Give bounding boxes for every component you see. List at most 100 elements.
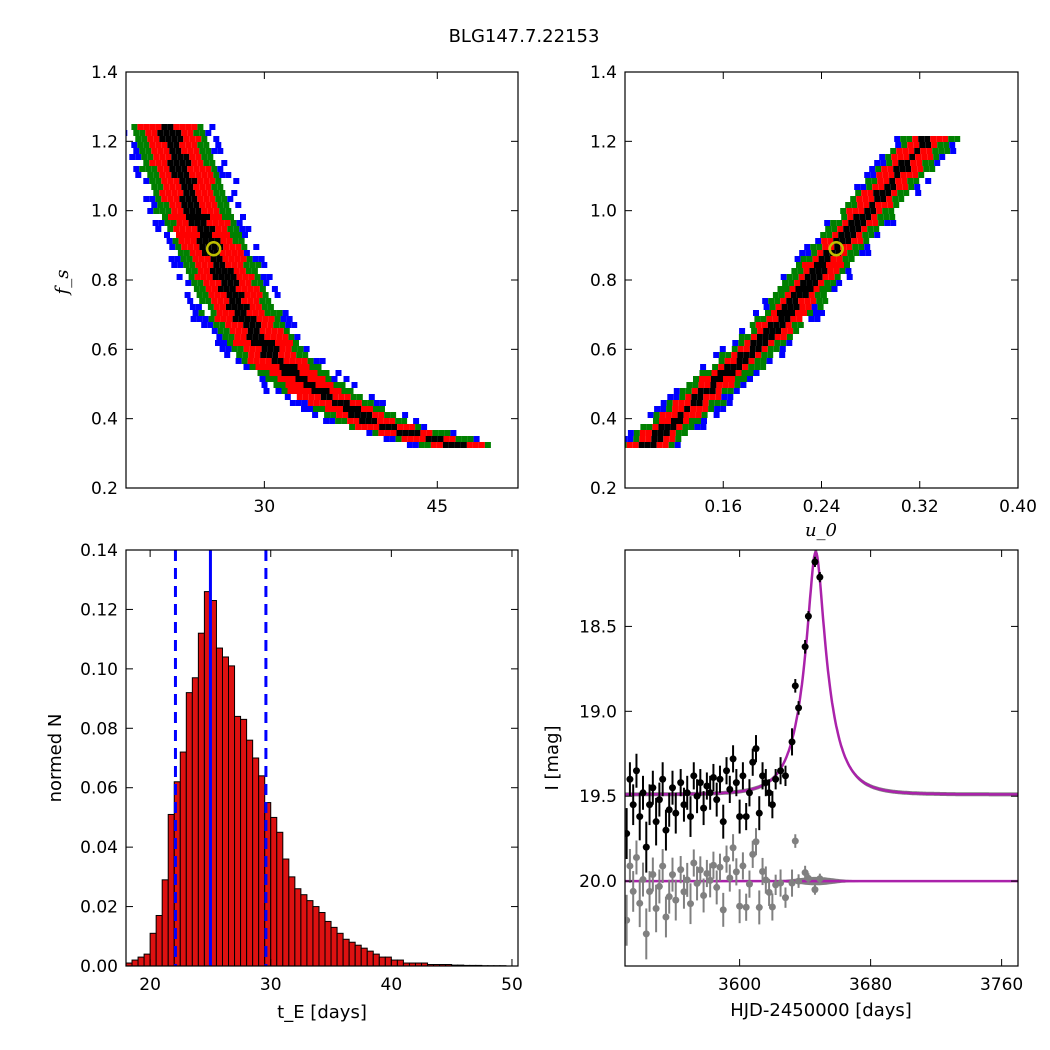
cell-2sigma <box>791 322 798 328</box>
cell-2sigma <box>259 286 266 292</box>
cell-1sigma <box>276 334 283 340</box>
y-tick-label: 19.5 <box>579 787 617 807</box>
cell-3sigma <box>235 202 242 208</box>
cell-best <box>408 430 415 436</box>
cell-best <box>249 322 256 328</box>
y-axis-label: normed N <box>45 714 66 803</box>
cell-2sigma <box>877 214 884 220</box>
cell-3sigma <box>660 400 667 406</box>
cell-1sigma <box>240 256 247 262</box>
histogram-bar <box>155 914 163 967</box>
cell-best <box>781 304 788 310</box>
residual-point <box>719 906 727 914</box>
cell-3sigma <box>753 370 760 376</box>
cell-3sigma <box>177 262 184 268</box>
cell-2sigma <box>712 364 719 370</box>
cell-best <box>225 304 232 310</box>
cell-2sigma <box>685 388 692 394</box>
cell-1sigma <box>161 142 168 148</box>
cell-2sigma <box>255 262 262 268</box>
cell-best <box>171 154 178 160</box>
cell-1sigma <box>233 268 240 274</box>
histogram-bar <box>324 920 332 967</box>
cell-1sigma <box>908 148 915 154</box>
cell-2sigma <box>202 292 209 298</box>
y-axis-label: f_s <box>52 270 73 297</box>
residual-point <box>625 916 631 924</box>
cell-2sigma <box>646 424 653 430</box>
cell-1sigma <box>871 214 878 220</box>
cell-3sigma <box>169 244 176 250</box>
residual-point <box>749 850 757 858</box>
cell-2sigma <box>267 304 274 310</box>
cell-best <box>260 352 267 358</box>
cell-1sigma <box>197 160 204 166</box>
cell-best <box>291 364 298 370</box>
cell-2sigma <box>145 148 152 154</box>
cell-1sigma <box>407 436 414 442</box>
cell-3sigma <box>215 340 221 346</box>
cell-best <box>181 166 188 172</box>
cell-best <box>258 334 265 340</box>
cell-best <box>187 202 194 208</box>
data-point <box>662 826 670 834</box>
cell-1sigma <box>179 226 186 232</box>
cell-best <box>371 418 378 424</box>
cell-1sigma <box>249 346 256 352</box>
cell-1sigma <box>704 382 711 388</box>
cell-1sigma <box>691 388 698 394</box>
cell-1sigma <box>217 298 224 304</box>
cell-2sigma <box>777 286 784 292</box>
cell-best <box>919 142 926 148</box>
cell-1sigma <box>191 124 198 130</box>
cell-1sigma <box>236 274 243 280</box>
cell-2sigma <box>922 160 929 166</box>
y-tick-label: 0.06 <box>80 779 118 799</box>
cell-1sigma <box>771 310 777 316</box>
y-tick-label: 0.02 <box>80 898 118 918</box>
cell-1sigma <box>866 220 873 226</box>
cell-1sigma <box>838 262 844 268</box>
residual-point <box>642 930 650 938</box>
cell-1sigma <box>195 250 202 256</box>
cell-2sigma <box>885 154 892 160</box>
cell-2sigma <box>738 334 745 340</box>
cell-best <box>175 130 182 136</box>
cell-best <box>460 442 467 448</box>
cell-2sigma <box>633 430 640 436</box>
cell-2sigma <box>817 304 824 310</box>
cell-best <box>185 196 192 202</box>
cell-1sigma <box>353 418 360 424</box>
cell-2sigma <box>749 322 756 328</box>
cell-1sigma <box>730 358 737 364</box>
cell-2sigma <box>315 364 322 370</box>
cell-3sigma <box>763 304 770 310</box>
cell-best <box>663 430 670 436</box>
cell-1sigma <box>724 358 731 364</box>
cell-best <box>216 256 223 262</box>
cell-1sigma <box>188 232 194 238</box>
cell-1sigma <box>193 244 200 250</box>
cell-2sigma <box>297 346 304 352</box>
data-point <box>655 796 663 804</box>
cell-2sigma <box>708 406 715 412</box>
cell-2sigma <box>309 364 316 370</box>
cell-best <box>343 400 350 406</box>
cell-1sigma <box>761 346 768 352</box>
cell-1sigma <box>409 424 416 430</box>
cell-best <box>354 412 361 418</box>
cell-1sigma <box>155 160 162 166</box>
cell-2sigma <box>390 412 397 418</box>
cell-best <box>233 280 240 286</box>
cell-1sigma <box>876 208 883 214</box>
cell-best <box>311 388 318 394</box>
cell-best <box>815 268 822 274</box>
cell-1sigma <box>832 232 839 238</box>
cell-3sigma <box>233 178 240 184</box>
cell-2sigma <box>847 250 854 256</box>
cell-2sigma <box>165 208 172 214</box>
cell-1sigma <box>798 274 805 280</box>
cell-1sigma <box>858 208 865 214</box>
cell-best <box>207 250 214 256</box>
cell-2sigma <box>246 256 253 262</box>
